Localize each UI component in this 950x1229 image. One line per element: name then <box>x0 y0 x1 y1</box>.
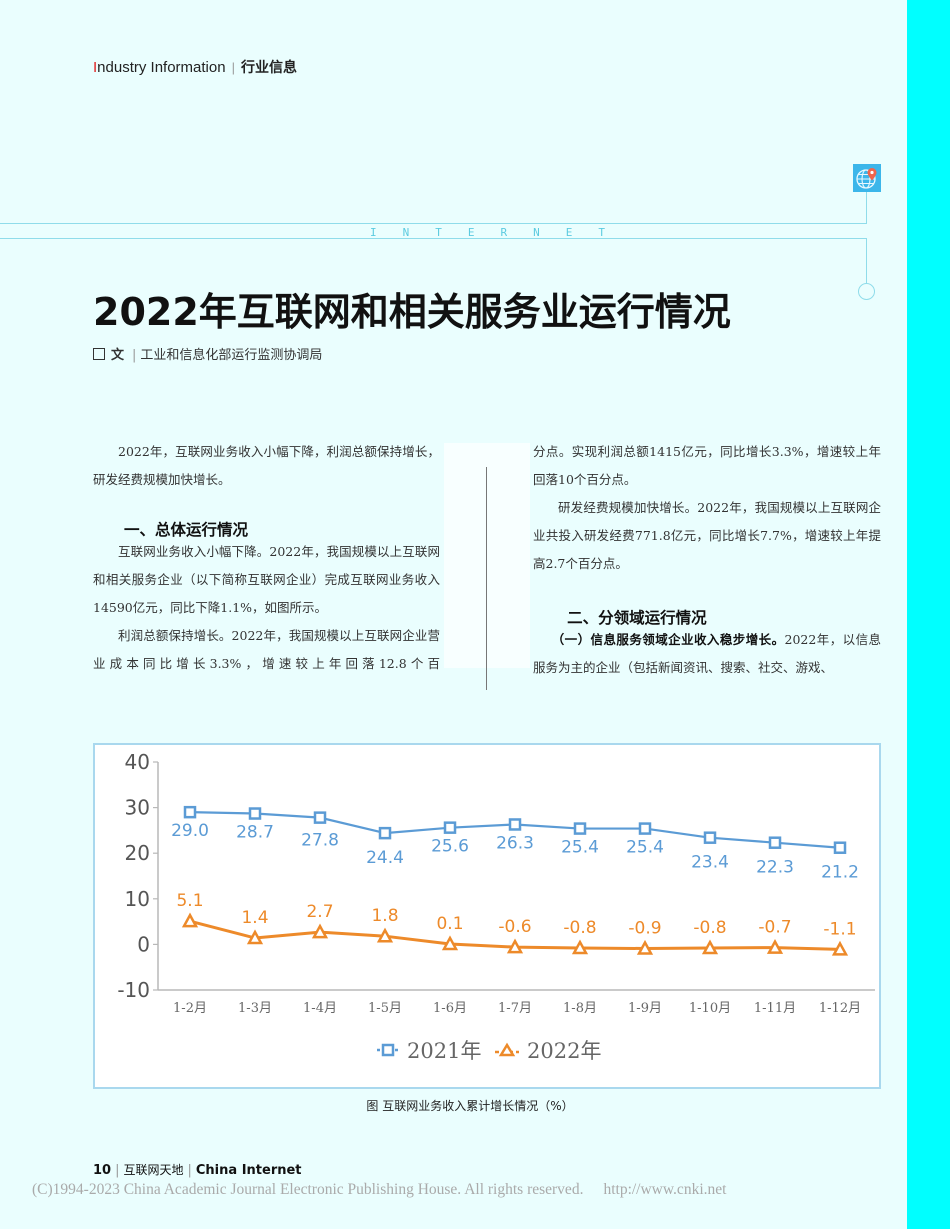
x-tick-label: 1-7月 <box>498 1001 532 1016</box>
profit-paragraph-cont: 分点。实现利润总额1415亿元，同比增长3.3%，增速较上年回落10个百分点。 <box>533 444 881 487</box>
info-service-paragraph: （一）信息服务领域企业收入稳步增长。2022年，以信息服务为主的企业（包括新闻资… <box>533 626 881 682</box>
section-en: ndustry Information <box>97 59 226 76</box>
internet-banner: INTERNET <box>370 226 631 239</box>
svg-text:25.6: 25.6 <box>431 837 469 857</box>
svg-text:28.7: 28.7 <box>236 823 274 843</box>
svg-text:2021年: 2021年 <box>407 1039 481 1063</box>
byline-box-icon <box>93 348 105 360</box>
svg-text:-0.9: -0.9 <box>628 919 661 939</box>
footer-sep-1: | <box>115 1163 120 1178</box>
x-tick-label: 1-4月 <box>303 1001 337 1016</box>
page-number: 10 <box>93 1163 112 1178</box>
column-divider <box>486 467 487 690</box>
figure-caption: 图 互联网业务收入累计增长情况（%） <box>0 1097 950 1114</box>
byline-separator: | <box>132 348 137 363</box>
svg-text:-0.6: -0.6 <box>498 917 531 937</box>
x-tick-label: 1-8月 <box>563 1001 597 1016</box>
svg-text:1.4: 1.4 <box>241 908 268 928</box>
revenue-growth-chart: 40 30 20 10 0 -10 1-2月 1-3月 1-4月 1-5月 1-6月 1-7月 1-8月… <box>93 743 881 1089</box>
copyright-notice: (C)1994-2023 China Academic Journal Elec… <box>32 1181 726 1199</box>
svg-text:29.0: 29.0 <box>171 821 209 841</box>
x-tick-label: 1-6月 <box>433 1001 467 1016</box>
profit-paragraph: 利润总额保持增长。2022年，我国规模以上互联网企业营业成本同比增长3.3%，增… <box>93 628 440 671</box>
deco-circle <box>858 283 875 300</box>
deco-line-vert-bottom <box>866 238 867 284</box>
byline: 文 | 工业和信息化部运行监测协调局 <box>93 344 322 363</box>
x-tick-label: 1-9月 <box>628 1001 662 1016</box>
page-footer: 10 | 互联网天地 | China Internet <box>93 1161 302 1178</box>
svg-text:-0.7: -0.7 <box>758 918 791 938</box>
byline-prefix: 文 <box>111 348 125 363</box>
deco-line-vert-top <box>866 192 867 224</box>
left-column: 2022年，互联网业务收入小幅下降，利润总额保持增长，研发经费规模加快增长。 一… <box>93 438 440 678</box>
globe-location-icon <box>853 164 881 192</box>
svg-text:22.3: 22.3 <box>756 858 794 878</box>
y-tick-label: 30 <box>125 796 150 820</box>
svg-text:0.1: 0.1 <box>436 914 463 934</box>
x-tick-label: 1-10月 <box>689 1001 731 1016</box>
x-tick-label: 1-11月 <box>754 1001 796 1016</box>
footer-sep-2: | <box>187 1163 192 1178</box>
svg-text:24.4: 24.4 <box>366 848 404 868</box>
intro-paragraph: 2022年，互联网业务收入小幅下降，利润总额保持增长，研发经费规模加快增长。 <box>93 444 440 487</box>
figure-caption-text: 图 互联网业务收入累计增长情况（%） <box>366 1099 574 1113</box>
deco-line-bottom <box>0 238 867 239</box>
y-tick-label: 40 <box>125 750 150 774</box>
section-zh: 行业信息 <box>240 60 297 76</box>
x-tick-label: 1-2月 <box>173 1001 207 1016</box>
svg-text:25.4: 25.4 <box>626 838 664 858</box>
deco-line-top <box>0 223 867 224</box>
right-column: 分点。实现利润总额1415亿元，同比增长3.3%，增速较上年回落10个百分点。 … <box>533 438 881 682</box>
svg-text:26.3: 26.3 <box>496 833 534 853</box>
svg-text:23.4: 23.4 <box>691 853 729 873</box>
article-title: 2022年互联网和相关服务业运行情况 <box>93 290 731 334</box>
svg-text:-0.8: -0.8 <box>563 918 596 938</box>
journal-name-en: China Internet <box>195 1163 302 1178</box>
page-edge-strip <box>907 0 950 1229</box>
x-tick-label: 1-5月 <box>368 1001 402 1016</box>
y-tick-label: 0 <box>137 932 150 956</box>
svg-text:5.1: 5.1 <box>176 891 203 911</box>
header-separator: | <box>231 60 235 75</box>
rd-paragraph: 研发经费规模加快增长。2022年，我国规模以上互联网企业共投入研发经费771.8… <box>533 500 881 571</box>
svg-text:2022年: 2022年 <box>527 1039 601 1063</box>
x-tick-label: 1-3月 <box>238 1001 272 1016</box>
info-service-text: 2022年，以信息服务为主的企业（包括新闻资讯、搜索、社交、游戏、 <box>533 632 882 675</box>
x-tick-label: 1-12月 <box>819 1001 861 1016</box>
svg-text:2.7: 2.7 <box>306 902 333 922</box>
column-gutter <box>444 443 530 668</box>
section-initial: I <box>93 59 98 76</box>
svg-text:-1.1: -1.1 <box>823 919 856 939</box>
heading-overall: 一、总体运行情况 <box>124 521 249 539</box>
svg-text:25.4: 25.4 <box>561 838 599 858</box>
line-chart: 40 30 20 10 0 -10 1-2月 1-3月 1-4月 1-5月 1-6月 1-7月 1-8月… <box>117 750 875 1063</box>
copyright-url[interactable]: http://www.cnki.net <box>603 1181 727 1198</box>
info-service-lead: （一）信息服务领域企业收入稳步增长。 <box>551 632 785 647</box>
svg-text:21.2: 21.2 <box>821 863 859 883</box>
copyright-text: (C)1994-2023 China Academic Journal Elec… <box>32 1181 584 1198</box>
y-tick-label: 10 <box>125 887 150 911</box>
svg-text:-0.8: -0.8 <box>693 918 726 938</box>
revenue-paragraph: 互联网业务收入小幅下降。2022年，我国规模以上互联网和相关服务企业（以下简称互… <box>93 544 440 615</box>
section-header: Industry Information | 行业信息 <box>93 57 297 77</box>
y-tick-label: 20 <box>125 841 150 865</box>
svg-text:1.8: 1.8 <box>371 906 398 926</box>
heading-sector: 二、分领域运行情况 <box>567 609 707 627</box>
svg-text:27.8: 27.8 <box>301 831 339 851</box>
y-tick-label: -10 <box>117 978 150 1002</box>
byline-author: 工业和信息化部运行监测协调局 <box>140 348 323 363</box>
journal-name-zh: 互联网天地 <box>123 1163 184 1177</box>
